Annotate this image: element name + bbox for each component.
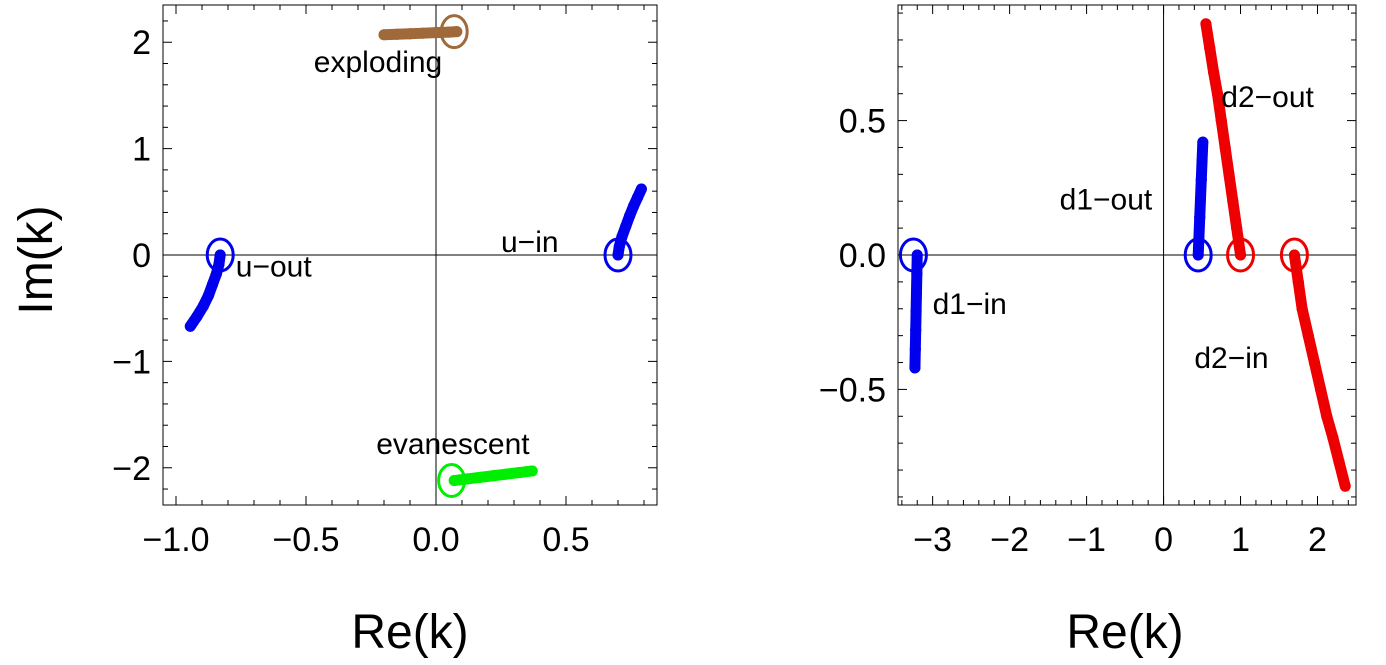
start-marker xyxy=(898,237,928,273)
left-x-axis-title: Re(k) xyxy=(351,606,468,659)
series-d2-in xyxy=(1279,237,1351,492)
series-segment xyxy=(1200,18,1216,54)
series-segment xyxy=(513,465,538,479)
x-tick-label: −3 xyxy=(913,521,952,559)
series-annotation: d2−out xyxy=(1221,81,1314,114)
series-annotation: u−in xyxy=(501,226,559,259)
x-tick-label: 0.0 xyxy=(412,521,459,559)
series-segment xyxy=(1333,456,1351,492)
left-y-axis-title: Im(k) xyxy=(10,205,63,314)
start-marker xyxy=(1279,237,1309,273)
series-annotation: exploding xyxy=(314,46,442,79)
series-annotation: u−out xyxy=(236,250,313,283)
series-d2-out xyxy=(1200,18,1256,273)
y-tick-label: 0.5 xyxy=(839,103,886,141)
y-tick-label: −0.5 xyxy=(819,371,886,409)
series-d1-out xyxy=(1183,136,1213,273)
start-marker xyxy=(603,237,633,273)
series-d1-in xyxy=(898,237,928,374)
series-segment xyxy=(1196,136,1209,167)
series-annotation: d1−out xyxy=(1060,183,1153,216)
y-tick-label: 0 xyxy=(132,237,151,275)
y-tick-label: 1 xyxy=(132,131,151,169)
start-marker xyxy=(437,463,467,499)
start-marker xyxy=(205,237,235,273)
left-plot: −1.0 −0.5 0.0 0.5 −2 −1 0 1 2 exploding u−in u−out e… xyxy=(112,4,658,559)
start-marker xyxy=(1183,237,1213,273)
series-segment xyxy=(443,26,463,38)
x-tick-label: 0 xyxy=(1154,521,1173,559)
x-tick-label: −1.0 xyxy=(142,521,209,559)
x-tick-label: 1 xyxy=(1231,521,1250,559)
series-annotation: d2−in xyxy=(1194,342,1268,375)
right-x-axis-title: Re(k) xyxy=(1066,606,1183,659)
y-tick-label: −1 xyxy=(112,343,151,381)
series-segment xyxy=(184,311,203,332)
series-u-in xyxy=(603,183,647,273)
y-tick-label: 2 xyxy=(132,24,151,62)
series-exploding xyxy=(378,14,469,50)
x-tick-label: −0.5 xyxy=(272,521,339,559)
x-tick-label: −1 xyxy=(1067,521,1106,559)
series-annotation: evanescent xyxy=(376,428,530,461)
series-annotation: d1−in xyxy=(933,288,1007,321)
start-marker xyxy=(439,14,469,50)
x-tick-label: −2 xyxy=(990,521,1029,559)
y-tick-label: −2 xyxy=(112,450,151,488)
x-tick-label: 2 xyxy=(1308,521,1327,559)
series-u-out xyxy=(184,237,235,332)
start-marker xyxy=(1226,237,1256,273)
x-tick-label: 0.5 xyxy=(542,521,589,559)
series-segment xyxy=(632,183,647,204)
series-evanescent xyxy=(437,463,538,499)
y-tick-label: 0.0 xyxy=(839,237,886,275)
right-plot: −3 −2 −1 0 1 2 −0.5 0.0 0.5 d2−out d1−out d1−in d2−i… xyxy=(819,4,1357,559)
